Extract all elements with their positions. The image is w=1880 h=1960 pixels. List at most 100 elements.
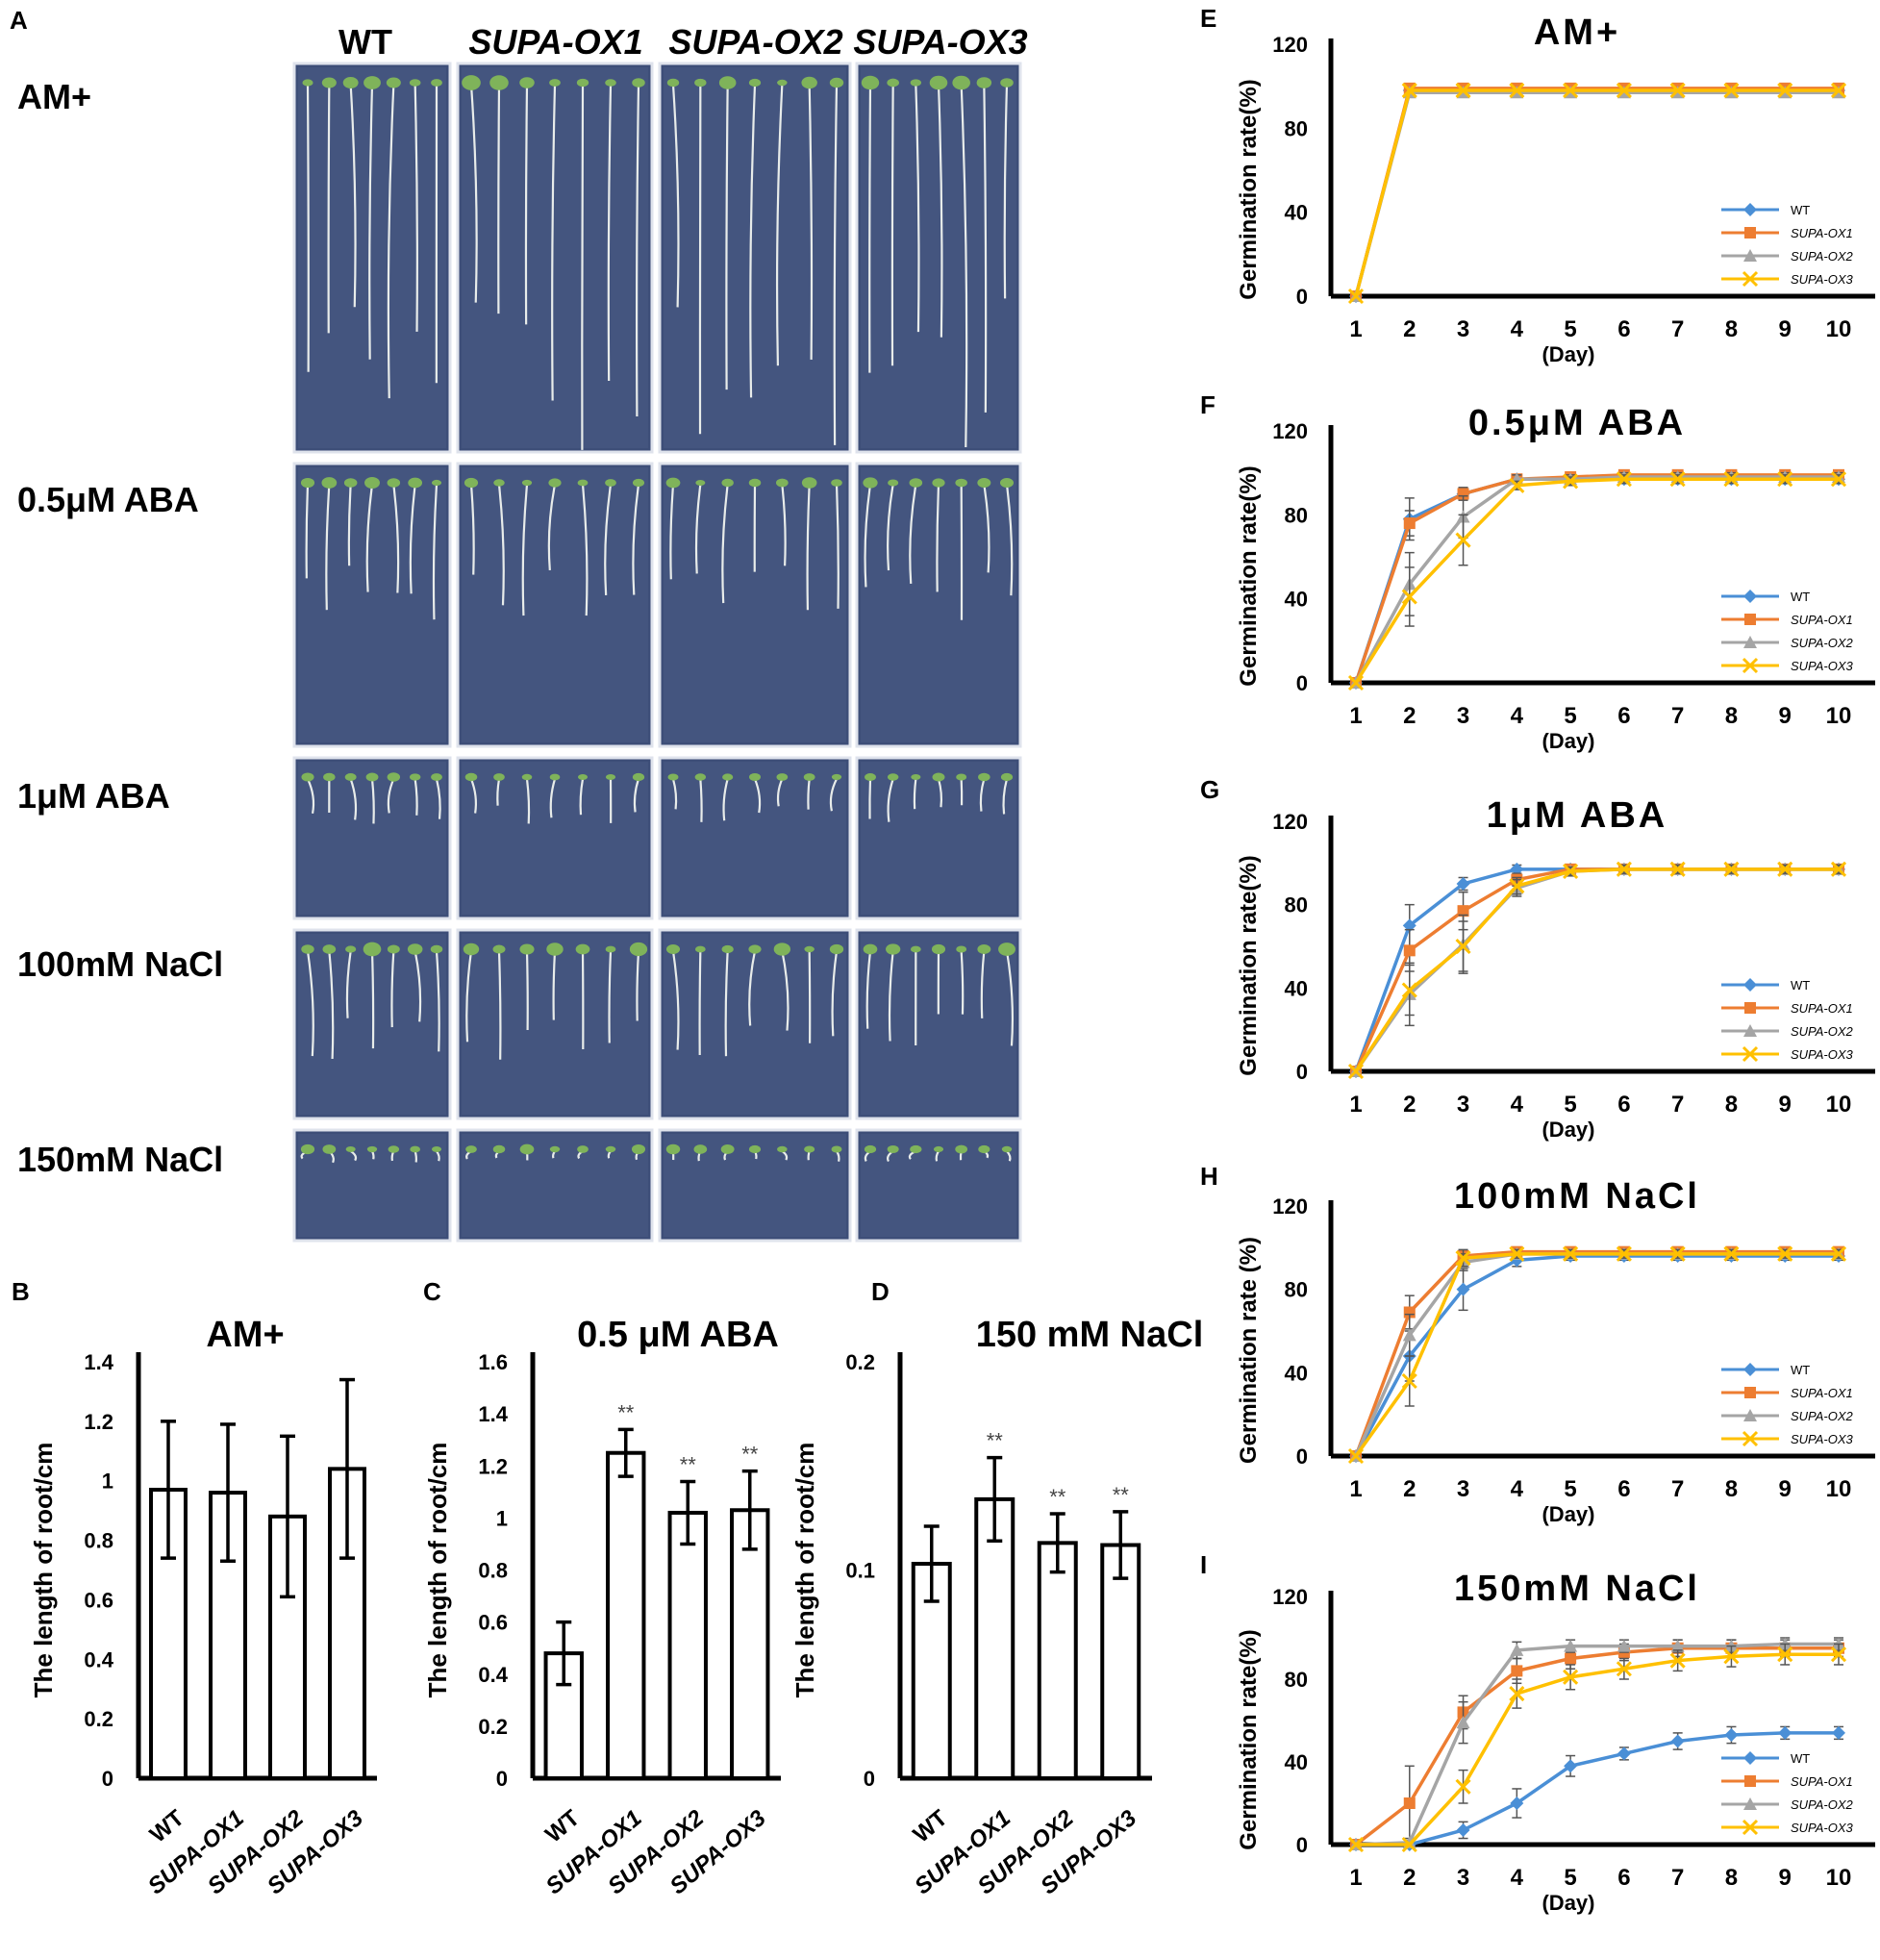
seedling-leaf	[301, 1144, 314, 1154]
chart-title: 150 mM NaCl	[976, 1315, 1204, 1355]
seedling-leaf	[389, 1145, 399, 1152]
seedling-leaf	[630, 942, 647, 956]
legend-label-supa-ox1: SUPA-OX1	[1791, 613, 1853, 627]
legend-label-supa-ox2: SUPA-OX2	[1791, 1409, 1854, 1423]
x-tick-label: 10	[1826, 316, 1852, 342]
y-tick-label: 0	[1296, 1060, 1308, 1084]
seedling-leaf	[930, 76, 948, 90]
series-line-supa-ox1	[1356, 869, 1839, 1071]
seedling-leaf	[1000, 78, 1014, 88]
x-axis-label: (Day)	[1542, 1502, 1594, 1526]
panel-letter-g: G	[1200, 775, 1219, 804]
bar-supa-ox2	[670, 1513, 706, 1778]
seedling-leaf	[408, 478, 422, 489]
y-tick-label: 0.2	[478, 1715, 508, 1739]
x-tick-label: 7	[1671, 703, 1684, 729]
seedling-leaf	[522, 480, 532, 486]
seedling-leaf	[432, 480, 441, 486]
y-axis-label: The length of root/cm	[29, 1443, 58, 1698]
seedling-leaf	[1000, 478, 1014, 488]
data-point-marker	[1744, 614, 1756, 625]
y-tick-label: 120	[1272, 419, 1308, 443]
seedling-leaf	[774, 942, 790, 955]
x-tick-label: 8	[1725, 1476, 1738, 1502]
x-tick-label: 4	[1511, 1865, 1524, 1891]
series-line-wt	[1356, 869, 1839, 1071]
seedling-leaf	[863, 477, 877, 488]
seedling-leaf	[804, 946, 814, 952]
x-tick-label: 4	[1511, 1092, 1524, 1118]
seedling-leaf	[888, 1145, 899, 1153]
seedling-leaf	[388, 772, 400, 781]
seedling-leaf	[322, 77, 337, 88]
x-tick-label: 9	[1779, 1865, 1792, 1891]
seedling-leaf	[321, 477, 337, 489]
seedling-leaf	[363, 76, 381, 89]
x-tick-label: 3	[1457, 1092, 1469, 1118]
seedling-leaf	[301, 478, 314, 488]
y-axis-label: Germination rate(%)	[1236, 1629, 1262, 1849]
seedling-leaf	[489, 75, 509, 90]
x-tick-label: 2	[1403, 703, 1416, 729]
row-label-am: AM+	[17, 77, 91, 116]
x-tick-label: 9	[1779, 703, 1792, 729]
seedling-leaf	[932, 478, 944, 487]
y-axis-label: The length of root/cm	[790, 1443, 819, 1698]
seedling-leaf	[522, 774, 533, 781]
photo-plate-sheen	[664, 67, 846, 448]
data-point-marker	[1565, 1653, 1576, 1665]
y-tick-label: 40	[1285, 1750, 1308, 1774]
data-point-marker	[1743, 1363, 1757, 1376]
y-tick-label: 0	[864, 1767, 875, 1791]
seedling-leaf	[694, 79, 706, 87]
x-tick-label: 6	[1617, 316, 1630, 342]
y-axis-label: Germination rate(%)	[1236, 79, 1262, 299]
x-tick-label: 3	[1457, 1476, 1469, 1502]
data-point-marker	[1744, 1387, 1756, 1398]
seedling-leaf	[933, 773, 945, 782]
seedling-leaf	[722, 773, 733, 780]
y-tick-label: 0.8	[84, 1529, 113, 1553]
y-tick-label: 1	[102, 1470, 113, 1494]
seedling-leaf	[548, 478, 561, 487]
seedling-root	[308, 85, 309, 372]
bar-supa-ox2	[1040, 1543, 1076, 1778]
legend-label-wt: WT	[1791, 978, 1810, 993]
seedling-leaf	[462, 75, 481, 90]
y-tick-label: 80	[1285, 893, 1308, 917]
chart-title: 0.5μM ABA	[1468, 403, 1686, 443]
seedling-leaf	[721, 1144, 735, 1154]
data-point-marker	[1404, 944, 1416, 956]
seedling-leaf	[549, 79, 561, 87]
legend-label-supa-ox1: SUPA-OX1	[1791, 1386, 1853, 1400]
x-tick-label-wt: WT	[145, 1805, 189, 1848]
seedling-root	[498, 85, 499, 314]
seedling-leaf	[464, 478, 478, 488]
seedling-root	[869, 85, 870, 373]
seedling-root	[329, 85, 330, 333]
y-tick-label: 40	[1285, 1361, 1308, 1385]
x-tick-label: 10	[1826, 1092, 1852, 1118]
significance-marker: **	[1113, 1483, 1130, 1507]
seedling-leaf	[666, 478, 681, 489]
series-line-supa-ox2	[1356, 869, 1839, 1071]
seedling-leaf	[830, 944, 843, 954]
seedling-leaf	[695, 946, 706, 953]
seedling-leaf	[830, 78, 843, 88]
significance-marker: **	[741, 1443, 759, 1467]
seedling-leaf	[910, 478, 923, 488]
legend-label-supa-ox3: SUPA-OX3	[1791, 272, 1854, 287]
seedling-leaf	[493, 773, 505, 781]
column-label-supa-ox2: SUPA-OX2	[668, 22, 842, 62]
seedling-leaf	[431, 945, 442, 953]
series-line-wt	[1356, 90, 1839, 296]
seedling-root	[582, 85, 583, 450]
seedling-leaf	[301, 944, 313, 953]
chart-title: AM+	[206, 1315, 284, 1355]
y-tick-label: 0	[1296, 1833, 1308, 1857]
seedling-leaf	[666, 944, 680, 954]
seedling-leaf	[831, 479, 842, 487]
